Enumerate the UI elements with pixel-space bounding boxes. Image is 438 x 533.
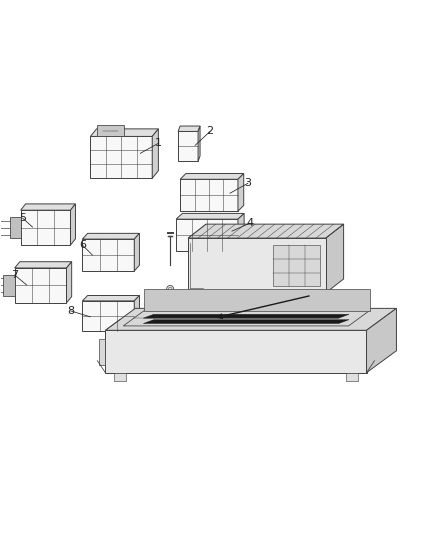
Polygon shape <box>180 174 244 179</box>
Text: 7: 7 <box>11 270 18 280</box>
Polygon shape <box>71 204 75 245</box>
Polygon shape <box>97 125 124 136</box>
Text: 4: 4 <box>246 218 254 228</box>
Polygon shape <box>143 314 349 318</box>
Text: 6: 6 <box>79 240 86 250</box>
Polygon shape <box>21 204 75 210</box>
Polygon shape <box>273 245 320 286</box>
Polygon shape <box>90 129 159 136</box>
Polygon shape <box>134 233 139 271</box>
Polygon shape <box>176 213 244 219</box>
Polygon shape <box>3 275 14 296</box>
Polygon shape <box>367 309 396 373</box>
Polygon shape <box>176 219 238 251</box>
Polygon shape <box>14 268 67 303</box>
Polygon shape <box>346 373 357 381</box>
Text: 8: 8 <box>67 306 74 316</box>
Polygon shape <box>10 217 21 238</box>
Polygon shape <box>14 262 72 268</box>
Text: 2: 2 <box>206 126 214 136</box>
Polygon shape <box>144 289 370 311</box>
Polygon shape <box>134 295 139 331</box>
Polygon shape <box>82 295 139 301</box>
Polygon shape <box>198 126 200 161</box>
Polygon shape <box>188 238 326 293</box>
Polygon shape <box>99 339 106 365</box>
Polygon shape <box>114 373 126 381</box>
Polygon shape <box>82 239 134 271</box>
Text: 1: 1 <box>155 139 162 148</box>
Circle shape <box>167 286 173 293</box>
Polygon shape <box>178 132 198 161</box>
Text: 3: 3 <box>244 178 251 188</box>
Polygon shape <box>21 210 71 245</box>
Polygon shape <box>143 320 349 324</box>
Polygon shape <box>188 224 343 238</box>
Text: 5: 5 <box>19 213 26 223</box>
Polygon shape <box>124 311 370 326</box>
Polygon shape <box>67 262 72 303</box>
Polygon shape <box>106 330 367 373</box>
Polygon shape <box>178 126 200 132</box>
Polygon shape <box>82 301 134 331</box>
Polygon shape <box>152 129 159 178</box>
Polygon shape <box>238 174 244 211</box>
Polygon shape <box>180 179 238 211</box>
Polygon shape <box>90 136 152 178</box>
Polygon shape <box>238 213 244 251</box>
Polygon shape <box>326 224 343 293</box>
Polygon shape <box>82 233 139 239</box>
Polygon shape <box>106 309 396 330</box>
